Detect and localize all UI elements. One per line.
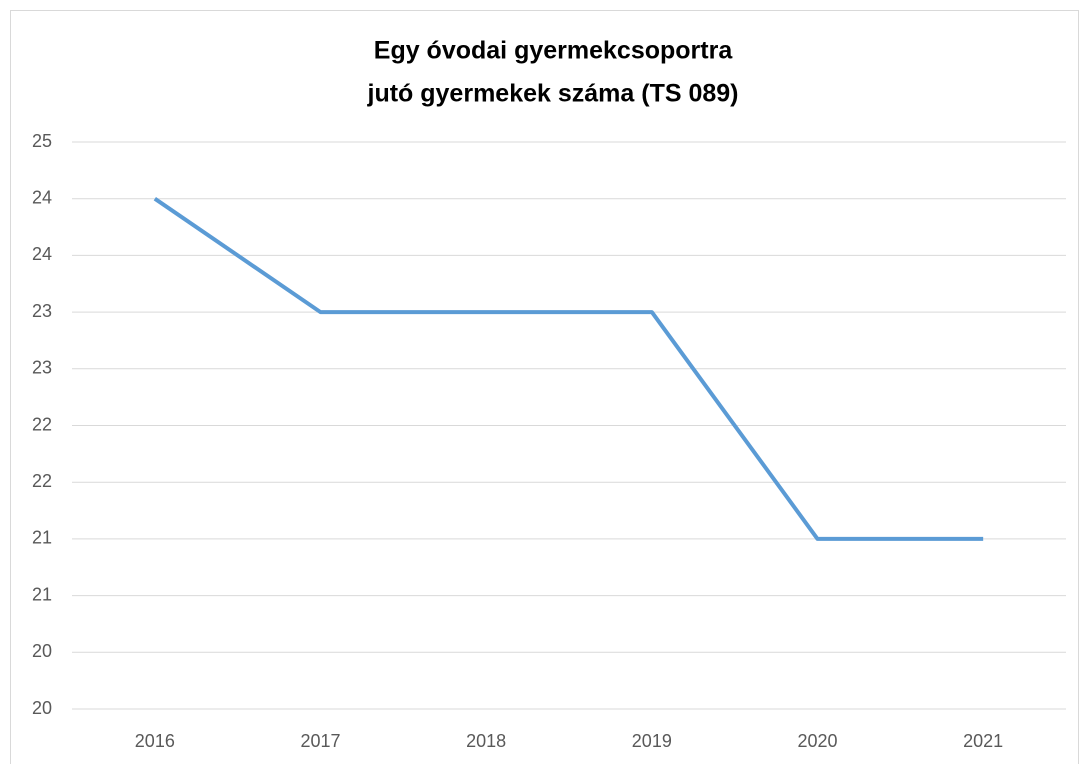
x-tick-label: 2018 (466, 731, 506, 751)
y-tick-label: 22 (32, 414, 52, 434)
x-tick-label: 2021 (963, 731, 1003, 751)
chart-title: Egy óvodai gyermekcsoportra (374, 37, 734, 65)
y-tick-label: 23 (32, 358, 52, 378)
data-line (153, 197, 984, 541)
y-tick-label: 25 (32, 131, 52, 151)
y-tick-label: 24 (32, 187, 52, 207)
y-tick-label: 20 (32, 641, 52, 661)
x-tick-label: 2020 (797, 731, 837, 751)
y-tick-label: 20 (32, 698, 52, 718)
x-tick-label: 2017 (300, 731, 340, 751)
x-tick-label: 2019 (632, 731, 672, 751)
y-tick-label: 22 (32, 471, 52, 491)
chart-title: jutó gyermekek száma (TS 089) (367, 80, 739, 108)
y-tick-label: 24 (32, 244, 52, 264)
x-tick-label: 2016 (135, 731, 175, 751)
y-tick-label: 21 (32, 528, 52, 548)
y-tick-label: 23 (32, 301, 52, 321)
y-tick-label: 21 (32, 584, 52, 604)
chart-border (10, 10, 1079, 764)
